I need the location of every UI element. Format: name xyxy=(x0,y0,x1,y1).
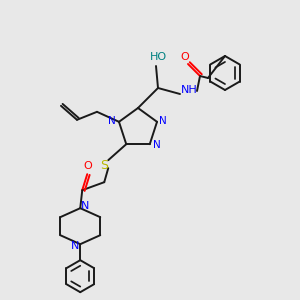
Text: O: O xyxy=(181,52,189,62)
Text: N: N xyxy=(81,201,89,211)
Text: N: N xyxy=(153,140,160,150)
Text: O: O xyxy=(84,161,93,171)
Text: N: N xyxy=(108,116,116,126)
Text: NH: NH xyxy=(181,85,197,95)
Text: N: N xyxy=(71,241,80,251)
Text: HO: HO xyxy=(149,52,167,62)
Text: N: N xyxy=(159,116,167,126)
Text: S: S xyxy=(100,159,108,172)
